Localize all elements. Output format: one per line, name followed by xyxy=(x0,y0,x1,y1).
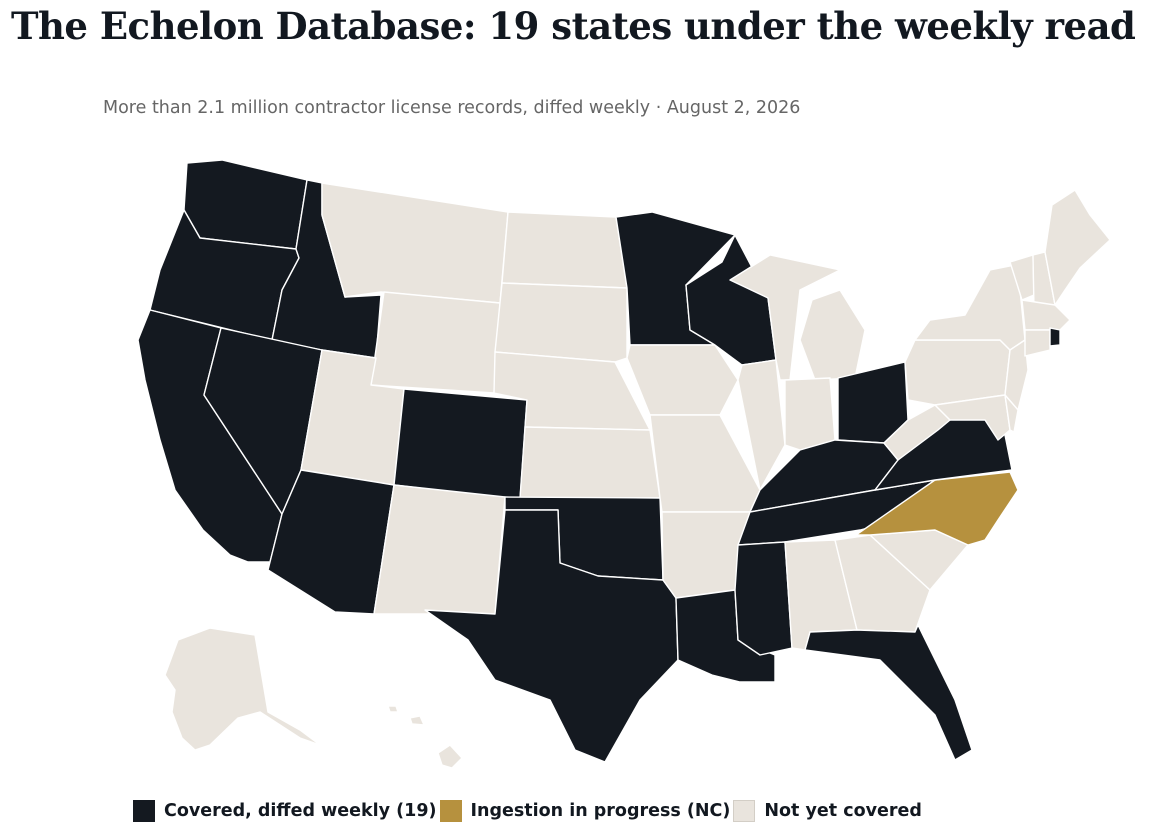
legend-item-not-covered: Not yet covered xyxy=(733,800,922,822)
legend-swatch-in-progress xyxy=(439,800,462,822)
legend-item-covered: Covered, diffed weekly (19) xyxy=(133,800,437,822)
state-maine xyxy=(1044,189,1111,306)
state-massachusetts xyxy=(1021,299,1071,331)
state-south-dakota xyxy=(494,282,628,363)
map-subtitle: More than 2.1 million contractor license… xyxy=(103,98,801,118)
state-washington xyxy=(183,159,308,250)
state-hawaii xyxy=(387,705,463,769)
state-florida xyxy=(804,624,973,761)
map-legend: Covered, diffed weekly (19) Ingestion in… xyxy=(133,800,925,822)
state-new-york xyxy=(914,264,1026,351)
state-pennsylvania xyxy=(904,339,1011,406)
state-illinois xyxy=(737,359,786,491)
state-connecticut xyxy=(1024,329,1051,357)
state-montana xyxy=(321,182,509,304)
legend-label-in-progress: Ingestion in progress (NC) xyxy=(470,801,731,821)
legend-swatch-covered xyxy=(133,800,155,822)
state-mississippi xyxy=(734,541,793,656)
state-alaska xyxy=(164,627,321,751)
state-rhode-island xyxy=(1049,327,1061,347)
state-new-jersey xyxy=(1004,339,1029,411)
state-georgia xyxy=(834,534,931,633)
state-iowa xyxy=(626,344,739,416)
legend-item-in-progress: Ingestion in progress (NC) xyxy=(439,800,731,822)
state-colorado xyxy=(393,388,528,501)
state-north-dakota xyxy=(501,211,628,289)
legend-label-covered: Covered, diffed weekly (19) xyxy=(164,801,437,821)
legend-swatch-not-covered xyxy=(733,800,756,822)
state-missouri xyxy=(649,414,761,513)
state-kansas xyxy=(519,426,661,499)
state-delaware xyxy=(1004,394,1019,433)
state-wyoming xyxy=(370,291,501,394)
state-new-mexico xyxy=(373,484,506,615)
state-texas xyxy=(424,509,679,763)
state-north-carolina xyxy=(855,471,1019,546)
map-title: The Echelon Database: 19 states under th… xyxy=(11,4,1136,48)
legend-label-not-covered: Not yet covered xyxy=(764,801,922,821)
state-indiana xyxy=(784,377,836,451)
